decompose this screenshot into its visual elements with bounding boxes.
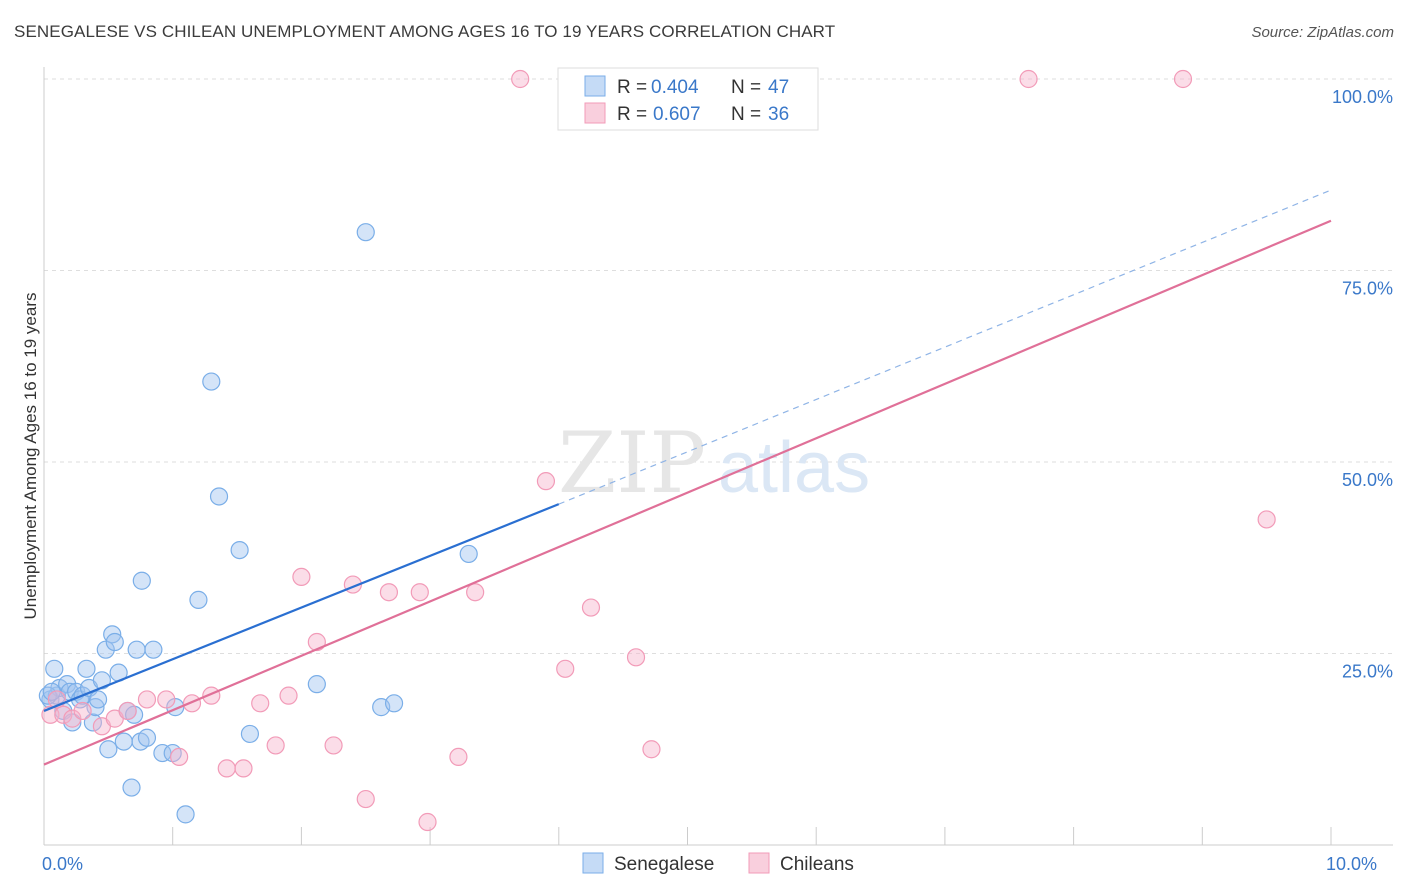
legend-r-chileans: 0.607 xyxy=(653,104,701,125)
y-tick-label: 100.0% xyxy=(1332,87,1393,107)
watermark-zip: ZIP xyxy=(558,414,706,512)
bottom-swatch-senegalese xyxy=(582,852,604,874)
chileans-point xyxy=(466,583,485,602)
senegalese-point xyxy=(384,694,404,713)
chileans-point xyxy=(511,69,530,89)
watermark-atlas: atlas xyxy=(718,428,870,508)
chileans-point xyxy=(1257,510,1276,529)
senegalese-point xyxy=(83,713,103,732)
x-tick-min: 0.0% xyxy=(42,854,83,874)
chileans-point xyxy=(157,690,176,709)
chileans-point xyxy=(556,659,575,678)
y-tick-label: 75.0% xyxy=(1342,279,1393,299)
chileans-point xyxy=(54,705,73,724)
chileans-point xyxy=(170,747,189,767)
senegalese-point xyxy=(202,372,221,391)
legend-swatch-chileans xyxy=(584,102,606,124)
senegalese-trend-extension xyxy=(558,189,1332,505)
senegalese-trend-line xyxy=(43,503,560,712)
stats-legend: R = 0.404 N = 47 R = 0.607 N = 36 xyxy=(557,67,819,131)
senegalese-point xyxy=(77,659,96,678)
chileans-point xyxy=(251,694,270,713)
bottom-swatch-chileans xyxy=(748,852,770,874)
legend-r-label-1: R = xyxy=(617,77,647,98)
legend-n-label-1: N = xyxy=(731,77,761,98)
series-legend: Senegalese Chileans xyxy=(582,852,854,875)
senegalese-point xyxy=(137,728,157,747)
chileans-point xyxy=(449,747,468,767)
chileans-point xyxy=(324,736,343,755)
senegalese-point xyxy=(99,740,118,759)
senegalese-point xyxy=(127,640,146,659)
chileans-point xyxy=(182,694,202,713)
chileans-point xyxy=(266,736,285,755)
gridlines xyxy=(44,78,1393,654)
chileans-point xyxy=(379,583,399,602)
legend-n-label-2: N = xyxy=(731,104,761,125)
chileans-point xyxy=(642,740,661,759)
legend-swatch-senegalese xyxy=(584,75,606,97)
y-axis-label: Unemployment Among Ages 16 to 19 years xyxy=(21,293,40,620)
chileans-point xyxy=(73,701,92,721)
senegalese-point xyxy=(45,659,64,678)
senegalese-point xyxy=(122,778,141,797)
chileans-point xyxy=(1173,69,1193,89)
chileans-point xyxy=(279,686,298,705)
chileans-trend-line xyxy=(43,219,1332,766)
chileans-point xyxy=(410,583,429,602)
y-tick-label: 50.0% xyxy=(1342,470,1393,490)
chart-title: SENEGALESE VS CHILEAN UNEMPLOYMENT AMONG… xyxy=(14,22,836,41)
trend-lines xyxy=(43,189,1332,766)
bottom-legend-chileans: Chileans xyxy=(780,854,854,875)
chileans-point xyxy=(536,472,556,491)
legend-n-senegalese: 47 xyxy=(768,77,789,98)
chileans-point xyxy=(418,812,437,832)
senegalese-point xyxy=(356,223,375,242)
chileans-point xyxy=(118,701,137,721)
chileans-points xyxy=(41,69,1276,832)
chileans-point xyxy=(1019,69,1038,89)
chileans-point xyxy=(626,648,646,667)
senegalese-point xyxy=(88,690,108,709)
senegalese-point xyxy=(230,540,249,560)
y-tick-labels: 25.0% 50.0% 75.0% 100.0% xyxy=(1332,87,1393,682)
chileans-point xyxy=(63,709,82,728)
chileans-point xyxy=(137,690,157,709)
senegalese-point xyxy=(114,732,133,751)
senegalese-point xyxy=(307,675,326,694)
senegalese-point xyxy=(459,544,478,564)
senegalese-point xyxy=(105,632,124,652)
senegalese-point xyxy=(189,590,208,609)
x-tick-max: 10.0% xyxy=(1326,854,1377,874)
legend-r-senegalese: 0.404 xyxy=(651,77,699,98)
chileans-point xyxy=(234,759,253,778)
senegalese-point xyxy=(132,571,151,590)
y-tick-label: 25.0% xyxy=(1342,662,1393,682)
legend-n-chileans: 36 xyxy=(768,104,789,125)
senegalese-point xyxy=(240,724,260,744)
senegalese-point xyxy=(176,805,195,824)
legend-r-label-2: R = xyxy=(617,104,647,125)
chileans-point xyxy=(292,567,311,587)
chileans-point xyxy=(307,632,326,652)
bottom-legend-senegalese: Senegalese xyxy=(614,854,714,875)
chileans-point xyxy=(217,759,236,778)
senegalese-point xyxy=(144,640,163,659)
chileans-point xyxy=(356,789,375,809)
senegalese-point xyxy=(209,487,229,506)
chileans-point xyxy=(581,598,601,617)
source-label: Source: ZipAtlas.com xyxy=(1251,24,1394,41)
